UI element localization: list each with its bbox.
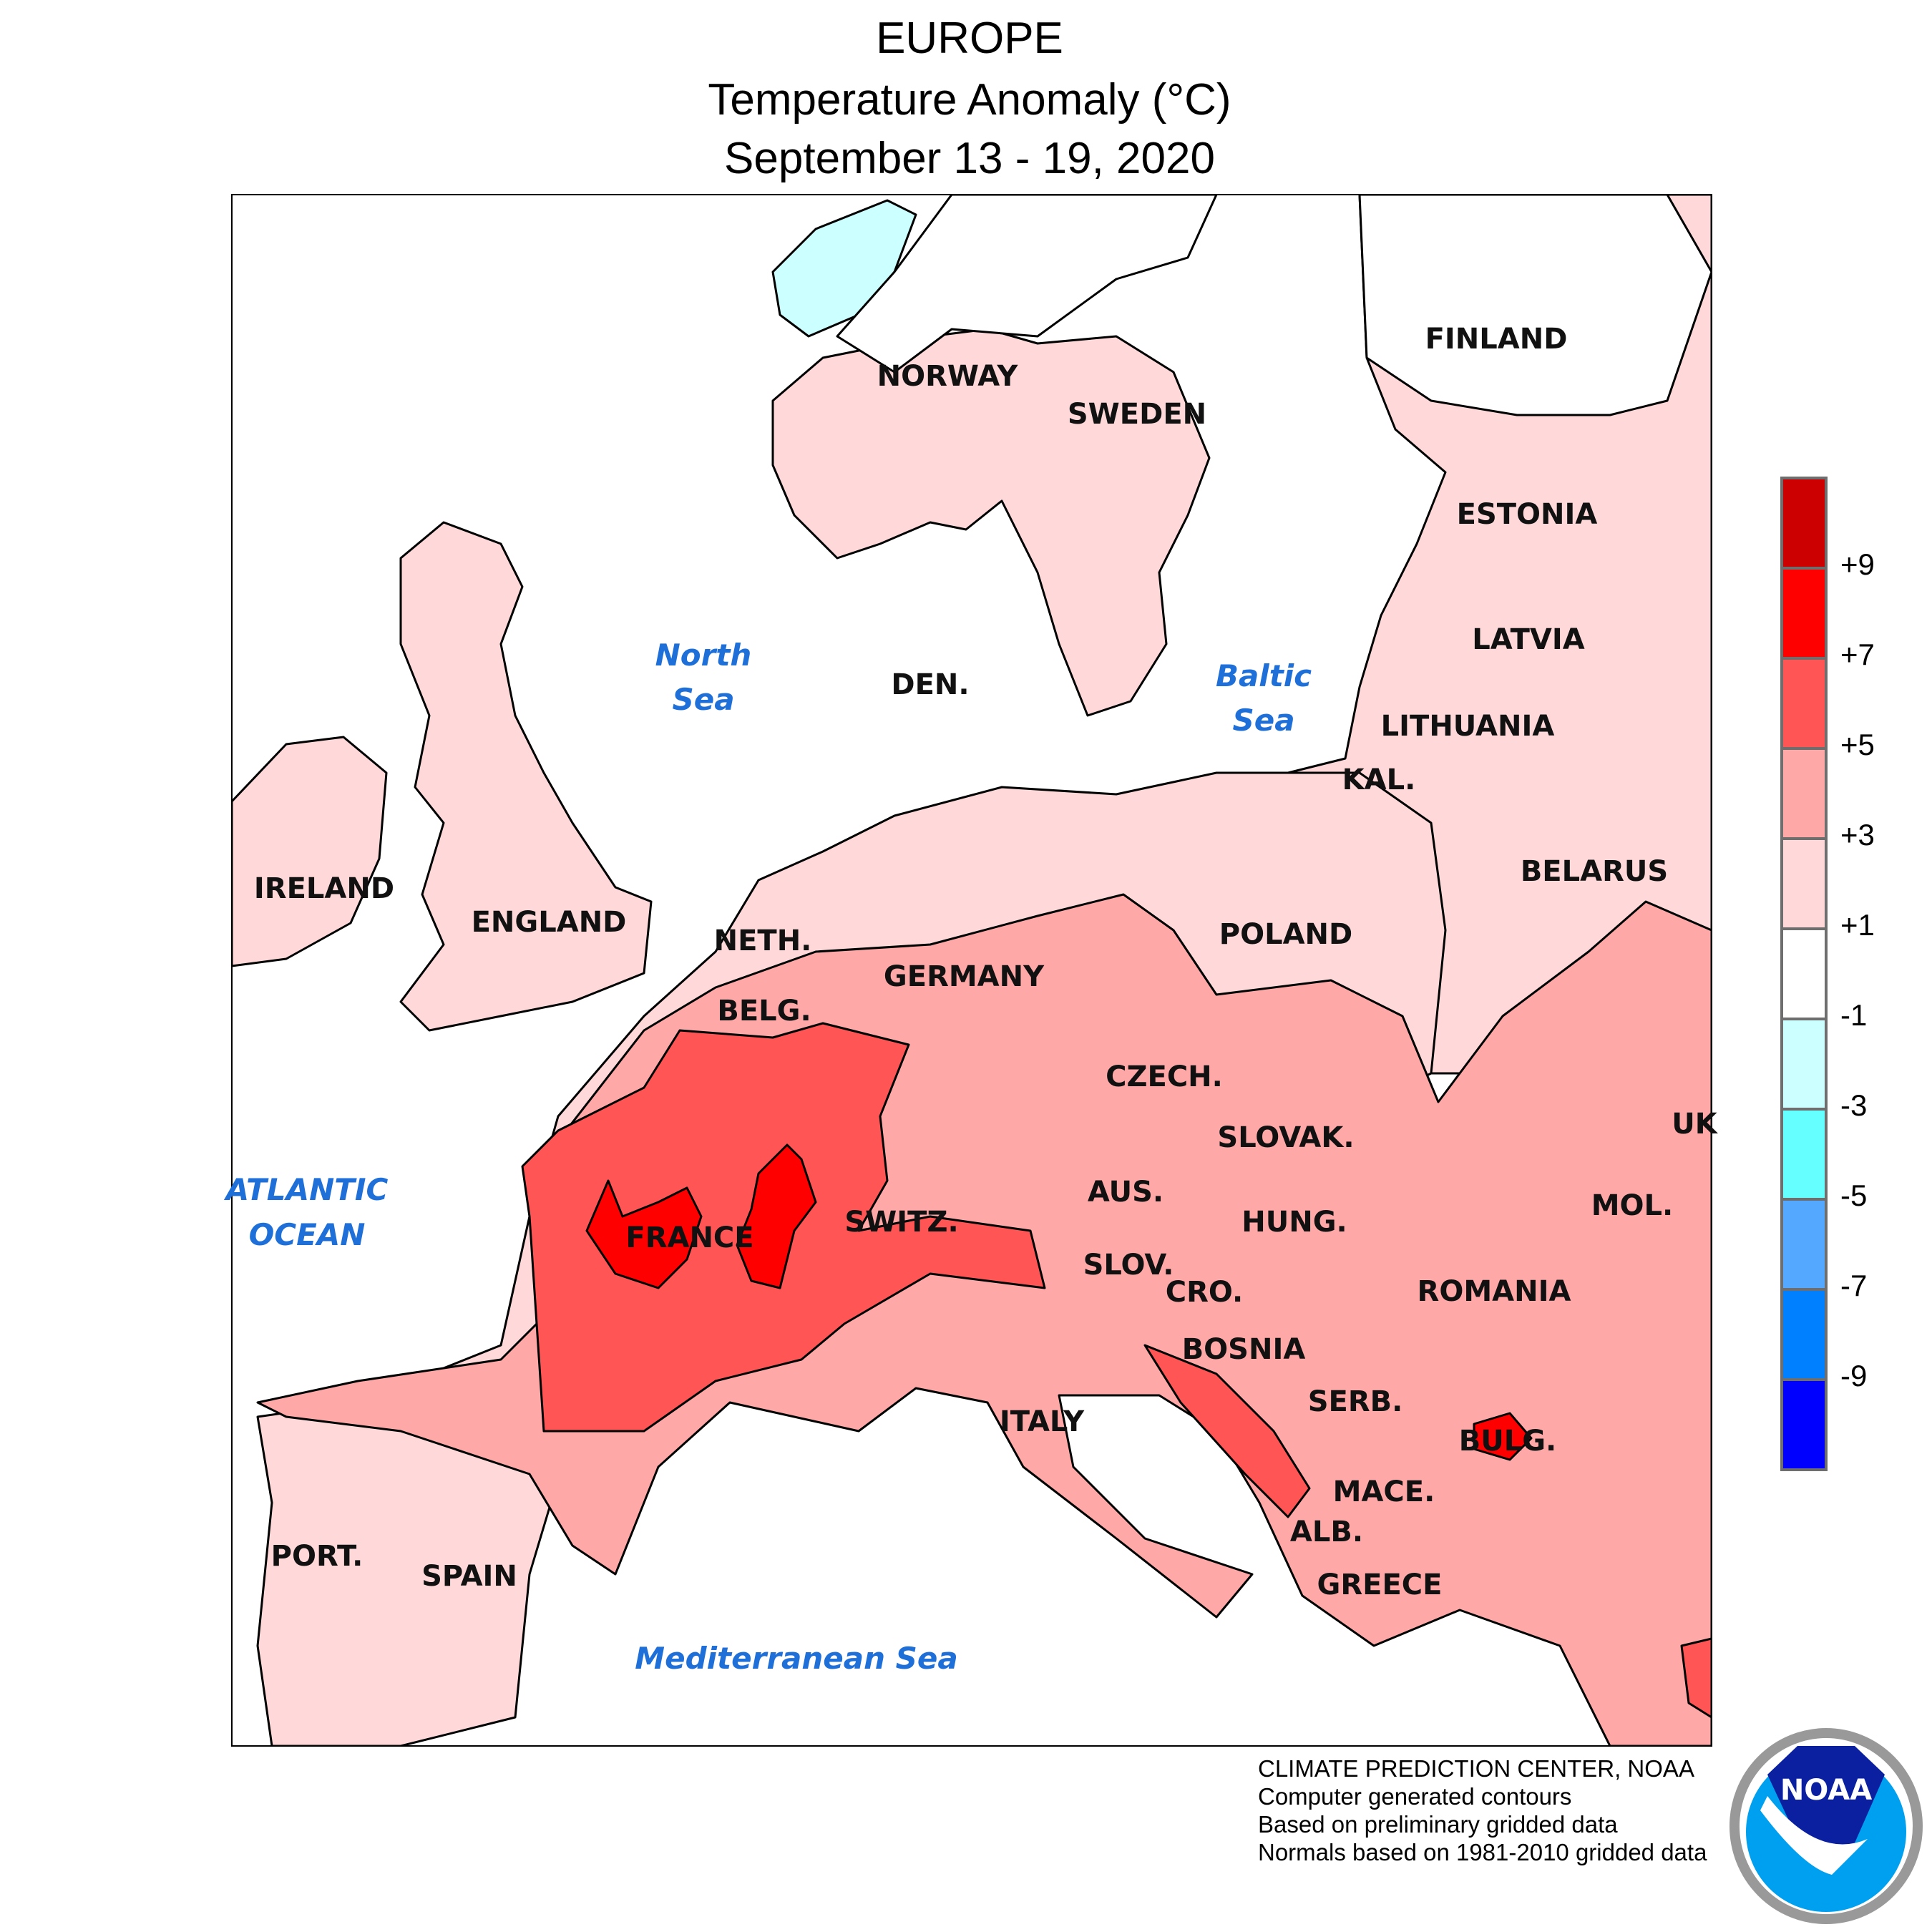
- label-baltic-sea-1: Baltic: [1216, 658, 1312, 693]
- label-netherlands: NETH.: [714, 924, 812, 957]
- legend-label: -1: [1840, 998, 1868, 1032]
- chart-subtitle: Temperature Anomaly (°C): [708, 75, 1231, 125]
- noaa-logo-text: NOAA: [1780, 1774, 1872, 1807]
- label-italy: ITALY: [1000, 1405, 1085, 1438]
- label-croatia: CRO.: [1166, 1276, 1243, 1309]
- label-sweden: SWEDEN: [1068, 398, 1206, 431]
- label-mediterranean: Mediterranean Sea: [635, 1641, 957, 1676]
- legend-label: -9: [1840, 1359, 1868, 1392]
- date-range: September 13 - 19, 2020: [724, 134, 1215, 183]
- legend-swatch: [1780, 1198, 1828, 1291]
- region-plus7-bulgaria: [1473, 1412, 1533, 1461]
- label-poland: POLAND: [1219, 918, 1352, 951]
- color-legend: [1780, 477, 1828, 1471]
- legend-label: +7: [1840, 638, 1875, 671]
- region-plus7-france-east: [736, 1143, 817, 1289]
- label-austria: AUS.: [1088, 1176, 1163, 1209]
- label-slovenia: SLOV.: [1083, 1249, 1174, 1282]
- region-plus7-france-west: [585, 1179, 703, 1289]
- map-frame: [231, 194, 1712, 1747]
- country-labels: FINLAND NORWAY SWEDEN ESTONIA LATVIA LIT…: [254, 323, 1719, 1601]
- legend-label: -3: [1840, 1088, 1868, 1122]
- label-belgium: BELG.: [717, 995, 811, 1028]
- region-plus5-turkey: [1680, 1637, 1712, 1719]
- noaa-logo: NOAA: [1729, 1728, 1923, 1924]
- label-north-sea-2: Sea: [672, 682, 734, 717]
- label-macedonia: MACE.: [1333, 1475, 1435, 1508]
- legend-swatch: [1780, 837, 1828, 930]
- credit-line: Normals based on 1981-2010 gridded data: [1258, 1839, 1707, 1865]
- legend-swatch: [1780, 1018, 1828, 1111]
- credit-line: CLIMATE PREDICTION CENTER, NOAA: [1258, 1755, 1694, 1782]
- legend-label: +5: [1840, 728, 1875, 761]
- legend-swatch: [1780, 567, 1828, 660]
- region-neutral-norway: [836, 195, 1218, 374]
- region-britain: [399, 521, 653, 1032]
- label-bulgaria: BULG.: [1459, 1425, 1556, 1458]
- label-baltic-sea-2: Sea: [1232, 703, 1294, 738]
- label-moldova: MOL.: [1591, 1189, 1674, 1222]
- label-north-sea-1: North: [655, 638, 752, 673]
- label-england: ENGLAND: [472, 906, 627, 939]
- region-ireland: [232, 736, 388, 967]
- label-slovakia: SLOVAK.: [1217, 1121, 1354, 1154]
- legend-swatch: [1780, 477, 1828, 570]
- label-romania: ROMANIA: [1418, 1275, 1571, 1308]
- title-region: EUROPE: [876, 14, 1063, 63]
- label-greece: GREECE: [1317, 1568, 1443, 1601]
- credit-line: Computer generated contours: [1258, 1783, 1572, 1810]
- label-france: FRANCE: [625, 1221, 753, 1254]
- region-white-finland: [1358, 195, 1712, 416]
- label-czech: CZECH.: [1106, 1060, 1223, 1093]
- label-estonia: ESTONIA: [1457, 498, 1598, 531]
- label-serbia: SERB.: [1308, 1385, 1403, 1418]
- region-scandinavia: [771, 328, 1211, 717]
- label-bosnia: BOSNIA: [1182, 1333, 1306, 1366]
- label-ireland: IRELAND: [254, 872, 394, 905]
- label-spain: SPAIN: [421, 1560, 517, 1593]
- legend-label: +1: [1840, 908, 1875, 942]
- label-atlantic-2: OCEAN: [249, 1217, 366, 1252]
- legend-label: +3: [1840, 818, 1875, 852]
- sea-labels: North Sea Baltic Sea ATLANTIC OCEAN Medi…: [224, 638, 1312, 1676]
- legend-label: -7: [1840, 1269, 1868, 1302]
- legend-swatch: [1780, 1378, 1828, 1471]
- label-germany: GERMANY: [884, 960, 1045, 993]
- label-switzerland: SWITZ.: [844, 1206, 958, 1239]
- label-belarus: BELARUS: [1521, 855, 1668, 888]
- credit-line: Based on preliminary gridded data: [1258, 1811, 1618, 1838]
- label-portugal: PORT.: [271, 1540, 364, 1573]
- legend-swatch: [1780, 1288, 1828, 1381]
- legend-swatch: [1780, 747, 1828, 840]
- label-latvia: LATVIA: [1472, 623, 1584, 656]
- region-plus5-balkans: [1143, 1344, 1311, 1518]
- label-atlantic-1: ATLANTIC: [224, 1172, 389, 1207]
- label-kaliningrad: KAL.: [1342, 763, 1416, 796]
- legend-swatch: [1780, 1108, 1828, 1201]
- label-denmark: DEN.: [891, 668, 969, 701]
- label-ukraine: UK: [1672, 1108, 1718, 1141]
- label-lithuania: LITHUANIA: [1381, 710, 1555, 743]
- legend-label: +9: [1840, 547, 1875, 581]
- label-hungary: HUNG.: [1241, 1206, 1347, 1239]
- legend-swatch: [1780, 927, 1828, 1020]
- label-finland: FINLAND: [1425, 323, 1568, 356]
- legend-swatch: [1780, 657, 1828, 750]
- label-albania: ALB.: [1290, 1516, 1363, 1548]
- label-norway: NORWAY: [877, 360, 1019, 393]
- legend-label: -5: [1840, 1179, 1868, 1212]
